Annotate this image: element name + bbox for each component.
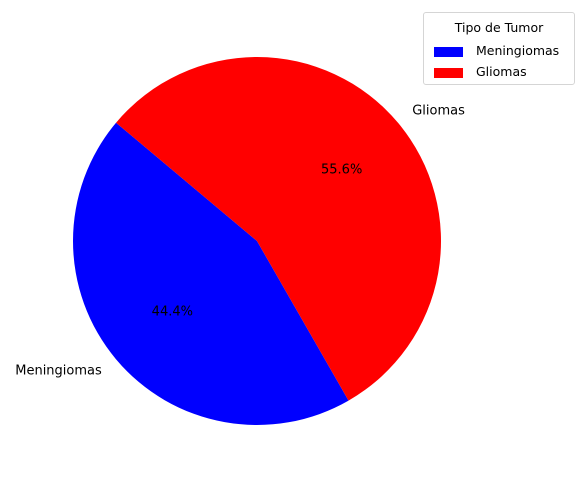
legend-label-gliomas: Gliomas bbox=[476, 64, 527, 79]
legend: Tipo de Tumor Meningiomas Gliomas bbox=[423, 12, 575, 85]
legend-title: Tipo de Tumor bbox=[454, 20, 544, 35]
pie-slice-meningiomas bbox=[73, 122, 349, 425]
legend-swatch-meningiomas bbox=[434, 47, 463, 57]
pct-label-meningiomas: 44.4% bbox=[152, 304, 193, 319]
pct-label-gliomas: 55.6% bbox=[321, 163, 362, 178]
legend-label-meningiomas: Meningiomas bbox=[476, 43, 560, 58]
slice-label-gliomas: Gliomas bbox=[412, 104, 465, 119]
legend-swatch-gliomas bbox=[434, 68, 463, 78]
slice-label-meningiomas: Meningiomas bbox=[15, 363, 102, 378]
pie-slice-gliomas bbox=[116, 56, 441, 401]
